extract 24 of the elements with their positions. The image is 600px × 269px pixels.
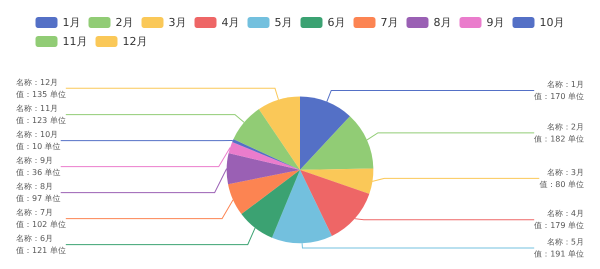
legend-label: 1月 [62,16,81,29]
legend-label: 11月 [62,35,88,48]
data-label: 名称：11月值：123 单位 [16,104,66,126]
data-label: 名称：8月值：97 单位 [16,182,61,204]
legend-label: 6月 [328,16,346,29]
data-label: 名称：6月值：121 单位 [16,234,66,256]
data-label: 名称：7月值：102 单位 [16,208,66,230]
data-label: 名称：1月值：170 单位 [534,80,584,101]
legend-label: 9月 [486,16,504,29]
data-label: 名称：9月值：36 单位 [16,156,61,178]
data-label: 名称：10月值：10 单位 [16,130,61,152]
legend-label: 3月 [168,16,187,29]
data-label: 名称：12月值：135 单位 [16,78,66,99]
data-label: 名称：5月值：191 单位 [534,238,584,258]
legend-label: 7月 [380,16,398,29]
legend-label: 10月 [539,16,564,29]
legend-label: 12月 [122,35,148,48]
data-label: 名称：3月值：80 单位 [539,168,584,189]
legend-label: 2月 [116,16,134,29]
legend-label: 4月 [222,16,240,29]
legend-label: 8月 [434,16,452,29]
legend-label: 5月 [274,16,292,29]
data-label: 名称：2月值：182 单位 [534,122,584,144]
data-label: 名称：4月值：179 单位 [534,209,584,230]
